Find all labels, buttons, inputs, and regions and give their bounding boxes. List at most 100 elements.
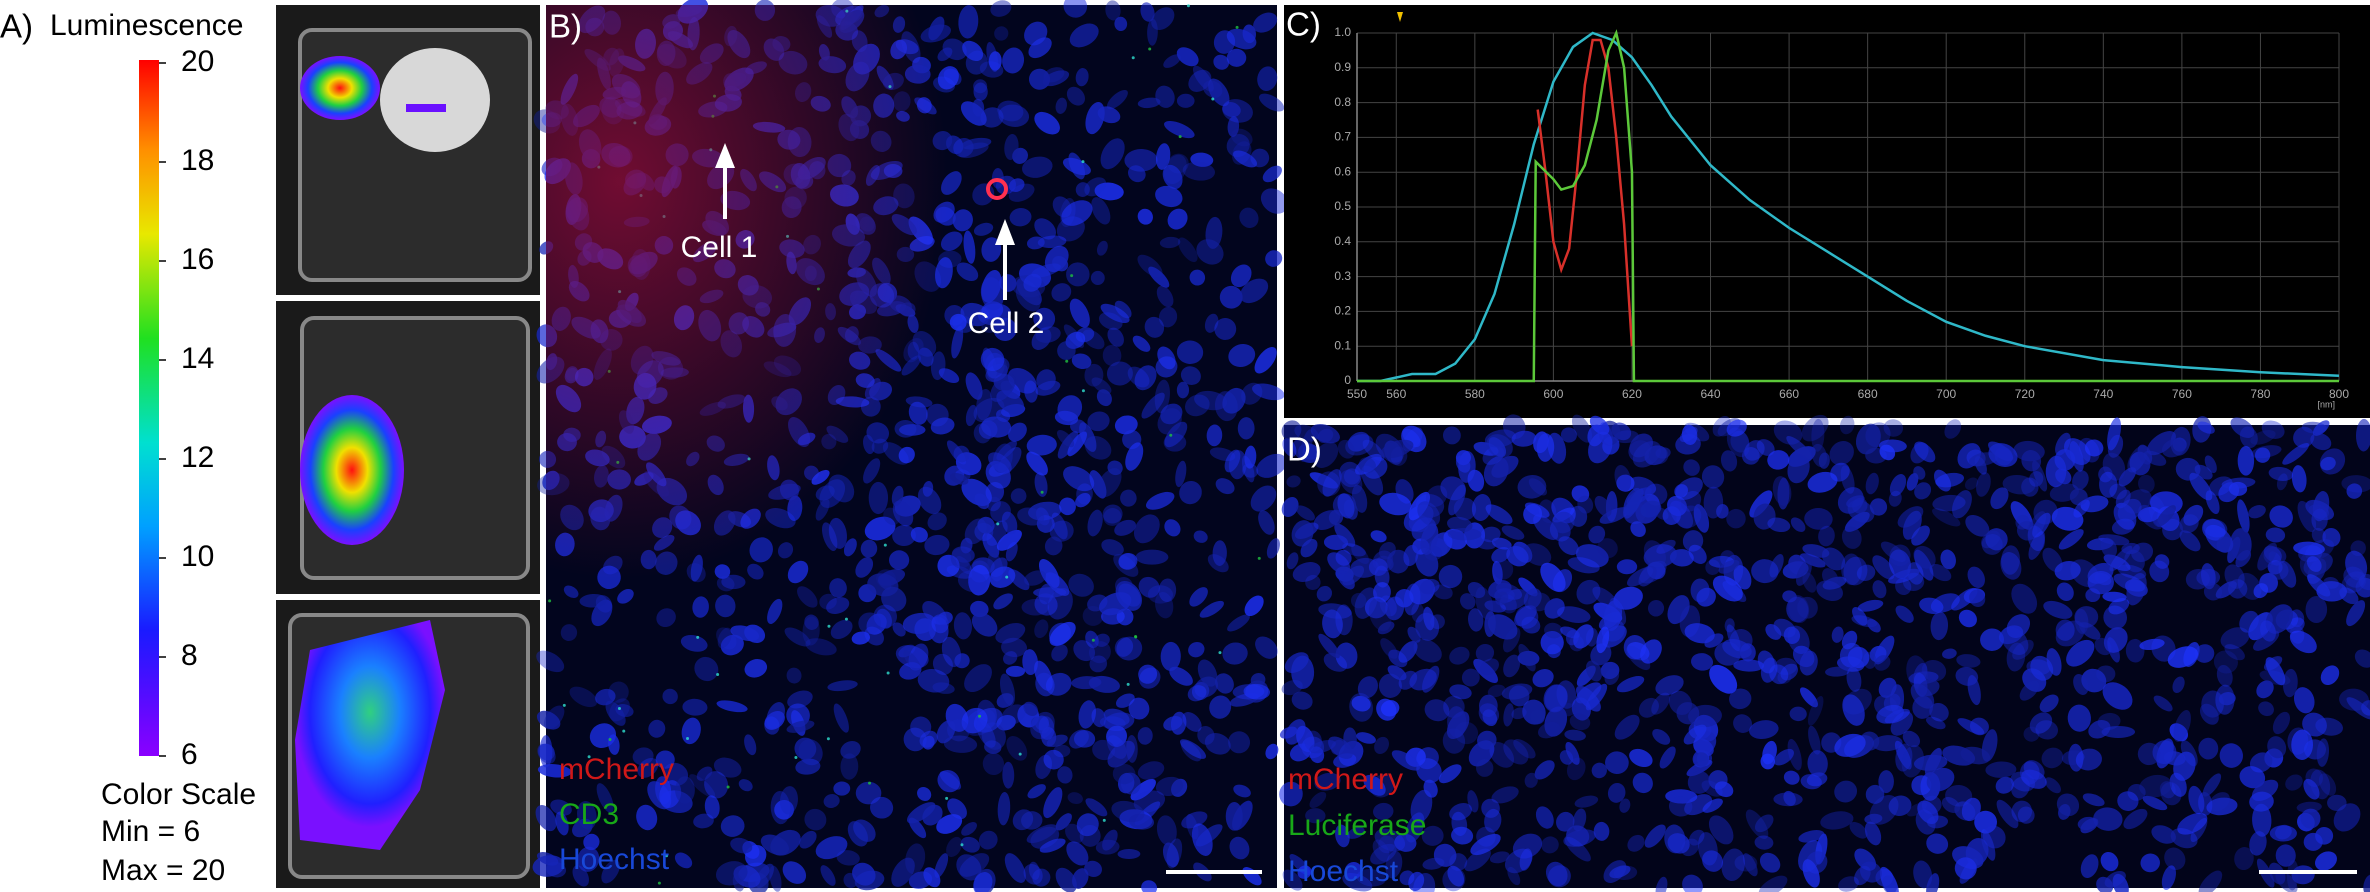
nucleus xyxy=(1693,752,1709,767)
nucleus xyxy=(1471,493,1492,522)
nucleus xyxy=(1281,420,1302,441)
nucleus xyxy=(1703,486,1724,519)
nucleus xyxy=(2029,712,2053,734)
nucleus xyxy=(1540,562,1566,592)
nucleus xyxy=(1783,770,1800,785)
x-unit: [nm] xyxy=(2317,399,2335,409)
legend-entry: CD3 xyxy=(559,798,619,831)
nucleus xyxy=(1799,650,1818,676)
nucleus xyxy=(1364,596,1388,619)
nucleus xyxy=(2055,619,2075,641)
nucleus xyxy=(1807,695,1824,726)
spectrum-line xyxy=(1357,31,2340,383)
nucleus xyxy=(1783,790,1796,806)
colorbar-tick-label: 16 xyxy=(181,243,214,276)
nucleus xyxy=(1867,618,1881,633)
nucleus xyxy=(1895,577,1912,596)
nucleus xyxy=(1926,833,1949,854)
scale-title: Color Scale xyxy=(101,778,256,811)
nucleus xyxy=(1447,865,1465,887)
nucleus xyxy=(1818,525,1835,547)
nucleus xyxy=(1734,854,1758,872)
nucleus xyxy=(1518,643,1536,672)
nucleus xyxy=(1387,665,1407,681)
nucleus xyxy=(1609,865,1631,879)
legend-entry: Luciferase xyxy=(1288,809,1426,842)
colorbar-ticks: 6 8 10 12 14 16 18 20 xyxy=(159,45,214,771)
nucleus xyxy=(1511,707,1527,720)
nucleus xyxy=(1668,690,1692,715)
nucleus xyxy=(2000,552,2022,580)
nucleus xyxy=(2169,723,2189,742)
nucleus xyxy=(1883,419,1904,437)
nucleus xyxy=(1913,860,1933,889)
nucleus xyxy=(2001,626,2029,655)
nucleus xyxy=(2250,445,2282,459)
nucleus xyxy=(1483,456,1509,487)
nucleus xyxy=(1940,549,1956,570)
x-tick-label: 600 xyxy=(1543,387,1563,401)
nucleus xyxy=(1433,584,1453,600)
nucleus xyxy=(2282,668,2298,698)
nucleus xyxy=(1564,836,1591,862)
nucleus xyxy=(1802,859,1820,888)
nucleus xyxy=(1347,827,1365,839)
nucleus xyxy=(2072,470,2089,490)
nucleus xyxy=(1733,714,1753,733)
nucleus xyxy=(1566,757,1586,781)
nucleus xyxy=(1486,434,1513,458)
y-tick-label: 0.9 xyxy=(1334,60,1351,74)
nucleus xyxy=(1967,675,1981,706)
nucleus xyxy=(1593,821,1610,841)
nucleus xyxy=(2249,791,2274,812)
nucleus xyxy=(1816,580,1843,602)
nucleus xyxy=(2066,639,2095,667)
nucleus xyxy=(1874,635,1895,665)
x-tick-label: 620 xyxy=(1622,387,1642,401)
nucleus xyxy=(1789,706,1807,722)
nucleus xyxy=(2205,490,2220,515)
nucleus xyxy=(1318,633,1340,659)
nucleus xyxy=(1652,729,1671,745)
nucleus xyxy=(1864,813,1883,825)
nucleus xyxy=(1964,477,1979,490)
nucleus xyxy=(1347,431,1370,452)
nucleus xyxy=(2179,530,2201,552)
nucleus xyxy=(2265,527,2286,543)
nucleus xyxy=(2164,847,2186,870)
nucleus xyxy=(2252,803,2272,837)
nucleus xyxy=(1356,732,1376,744)
x-tick-label: 640 xyxy=(1701,387,1721,401)
nucleus xyxy=(1467,790,1479,813)
nucleus xyxy=(1577,495,1594,514)
nucleus xyxy=(2093,807,2123,831)
nucleus xyxy=(2021,769,2047,789)
nucleus xyxy=(1777,477,1790,510)
nucleus xyxy=(1322,609,1343,639)
nucleus xyxy=(2032,512,2051,538)
nucleus xyxy=(1533,431,1549,454)
nucleus xyxy=(1878,770,1894,794)
x-tick-label: 580 xyxy=(1465,387,1485,401)
nucleus xyxy=(1491,786,1519,804)
nucleus xyxy=(1451,811,1468,836)
colorbar-tick-label: 14 xyxy=(181,342,214,375)
colorbar-title: Luminescence xyxy=(50,9,243,42)
nucleus xyxy=(1575,682,1602,704)
nucleus xyxy=(2253,630,2280,651)
nucleus xyxy=(2107,637,2120,663)
nucleus xyxy=(1811,443,1828,468)
nucleus xyxy=(1547,432,1567,464)
nucleus xyxy=(1294,424,1319,442)
nucleus xyxy=(2202,773,2222,797)
nucleus xyxy=(2173,709,2191,742)
nucleus xyxy=(1811,418,1825,452)
panel-label: C) xyxy=(1286,6,1321,43)
nucleus xyxy=(1425,485,1448,507)
nucleus xyxy=(1455,455,1471,473)
nucleus xyxy=(1503,654,1521,678)
nucleus xyxy=(1279,726,1298,739)
x-tick-label: 760 xyxy=(2172,387,2192,401)
nucleus xyxy=(2345,550,2368,581)
nucleus xyxy=(1378,673,1402,698)
